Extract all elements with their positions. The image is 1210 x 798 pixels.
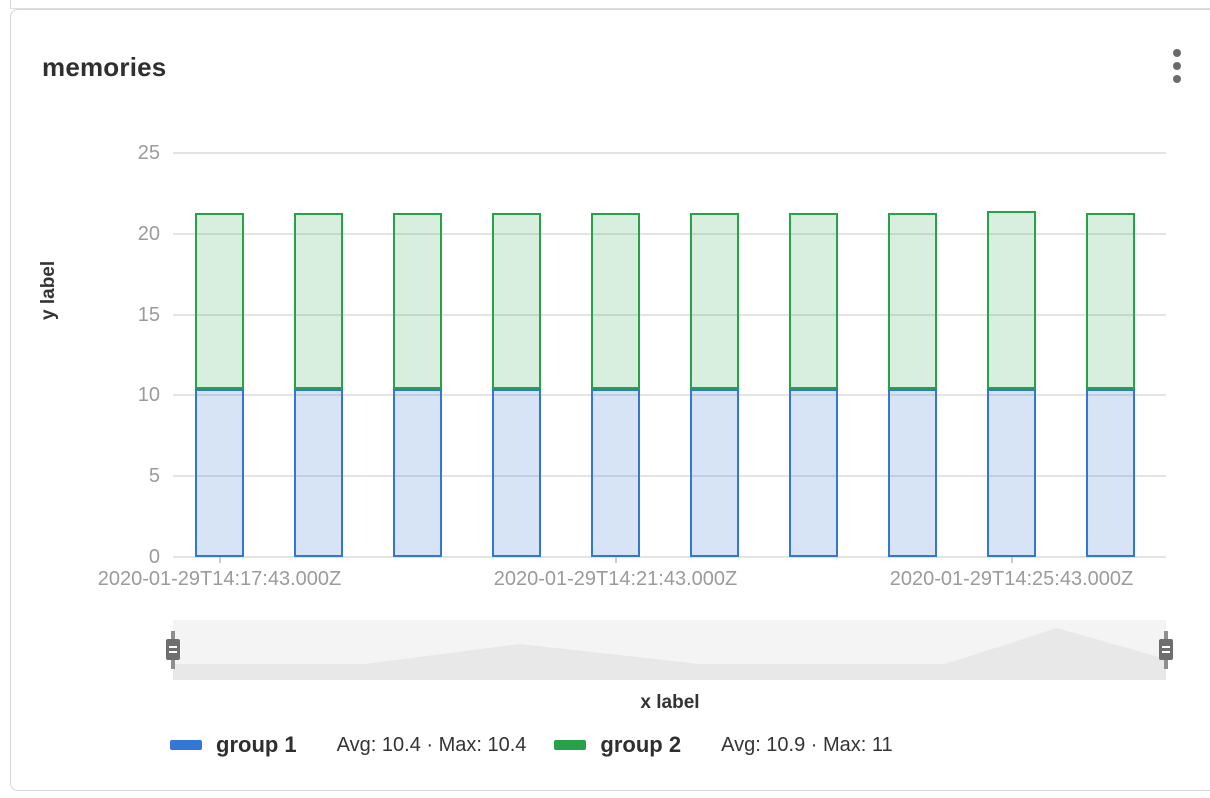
gridline [173,556,1166,558]
bar-7-group-2[interactable] [789,212,838,389]
x-tick-mark [614,557,617,563]
kebab-dot [1173,62,1181,70]
bar-9-group-1[interactable] [987,388,1036,557]
gridline [173,152,1166,154]
bar-10-group-1[interactable] [1086,388,1135,557]
y-tick-label: 0 [148,546,160,568]
gridline [173,313,1166,316]
legend-stats-group-2: Avg: 10.9 · Max: 11 [721,733,893,756]
x-tick-mark [218,557,221,563]
bar-6-group-1[interactable] [690,388,739,557]
y-tick-label: 20 [137,222,160,245]
brush-left-grip-icon[interactable] [166,639,180,660]
legend-swatch-group-1[interactable] [170,740,202,750]
x-axis-title: x label [640,692,700,713]
bar-9-group-2[interactable] [987,211,1036,389]
bar-10-group-2[interactable] [1086,212,1135,389]
panel-options-kebab-icon[interactable] [1163,44,1191,88]
bar-3-group-1[interactable] [393,388,442,557]
bar-5-group-1[interactable] [591,388,640,557]
bar-4-group-2[interactable] [492,212,541,389]
bar-8-group-1[interactable] [888,388,937,557]
brush-left-handle[interactable] [166,631,180,669]
gridline [173,475,1166,478]
bar-2-group-1[interactable] [294,388,343,557]
kebab-dot [1173,75,1181,83]
legend-label-group-1[interactable]: group 1 [216,732,297,757]
y-tick-label: 5 [148,465,160,488]
brush-right-grip-icon[interactable] [1159,639,1173,660]
y-tick-label: 15 [137,303,160,326]
legend-swatch-group-2[interactable] [554,740,587,750]
bar-4-group-1[interactable] [492,388,541,557]
bar-1-group-1[interactable] [195,388,244,557]
y-tick-label: 10 [137,384,160,407]
brush-right-handle[interactable] [1159,631,1173,669]
bar-3-group-2[interactable] [393,212,442,389]
x-tick-label: 2020-01-29T14:21:43.000Z [493,568,738,590]
x-tick-label: 2020-01-29T14:17:43.000Z [97,568,342,590]
kebab-dot [1173,49,1181,57]
gridline [173,232,1166,235]
legend-stats-group-1: Avg: 10.4 · Max: 10.4 [336,733,527,756]
x-tick-label: 2020-01-29T14:25:43.000Z [889,568,1134,590]
bar-5-group-2[interactable] [591,212,640,389]
chart-legend: group 1 Avg: 10.4 · Max: 10.4 group 2 Av… [170,728,921,762]
time-range-brush[interactable] [166,620,1173,680]
panel-title: memories [42,52,167,82]
brush-minimap-area [173,628,1166,680]
bar-8-group-2[interactable] [888,212,937,389]
legend-label-group-2[interactable]: group 2 [600,732,682,757]
bar-6-group-2[interactable] [690,212,739,389]
bar-7-group-1[interactable] [789,388,838,557]
previous-panel-edge [10,0,1210,9]
y-axis-title: y label [38,260,59,320]
bar-2-group-2[interactable] [294,212,343,389]
x-tick-mark [1010,557,1013,563]
y-tick-label: 25 [137,142,160,164]
gridline [173,394,1166,397]
bar-1-group-2[interactable] [195,212,244,389]
